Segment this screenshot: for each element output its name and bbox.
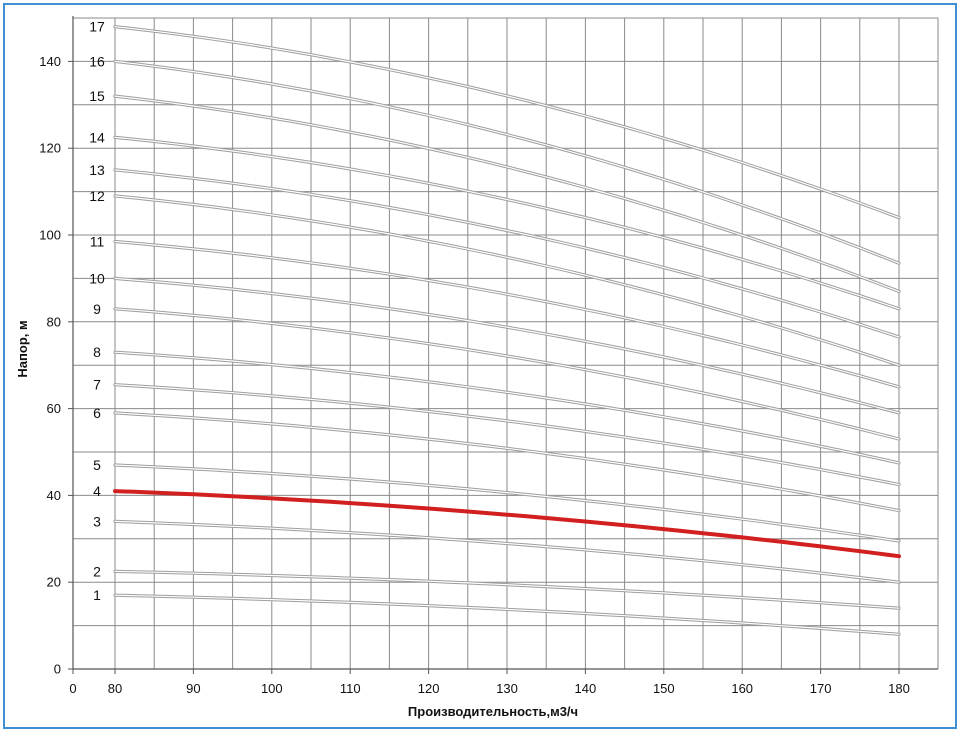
x-tick-label: 80 — [108, 681, 122, 696]
y-tick-label: 20 — [47, 575, 61, 590]
series-label: 4 — [93, 483, 101, 499]
series-line-highlight — [113, 489, 901, 559]
y-tick-label: 80 — [47, 314, 61, 329]
series-label: 1 — [93, 587, 101, 603]
series-line-inner — [114, 570, 900, 609]
x-tick-label: 90 — [186, 681, 200, 696]
series-line-inner — [114, 412, 900, 512]
series-line-inner — [114, 60, 900, 264]
x-tick-label: 0 — [69, 681, 76, 696]
series-line-inner — [114, 240, 900, 388]
y-tick-label: 120 — [39, 141, 61, 156]
series-label: 11 — [90, 234, 105, 250]
y-tick-label: 60 — [47, 401, 61, 416]
y-tick-label: 0 — [54, 662, 61, 677]
series-line-inner — [114, 195, 900, 366]
series-line-inner — [114, 169, 900, 338]
x-tick-label: 180 — [888, 681, 910, 696]
x-tick-label: 110 — [340, 681, 361, 696]
x-tick-label: 160 — [731, 681, 753, 696]
series-label: 17 — [89, 19, 105, 35]
series-line-inner — [114, 136, 900, 310]
series-label: 16 — [89, 53, 105, 69]
x-tick-label: 150 — [653, 681, 675, 696]
series-label: 7 — [93, 377, 101, 393]
series-line-inner — [114, 384, 900, 486]
series-label: 3 — [93, 513, 101, 529]
x-axis-title: Производительность,м3/ч — [408, 704, 578, 719]
y-tick-label: 100 — [39, 228, 61, 243]
series-label: 2 — [93, 563, 101, 579]
x-tick-label: 140 — [575, 681, 597, 696]
series-label: 8 — [93, 344, 101, 360]
series-line-inner — [114, 594, 900, 635]
series-line-inner — [114, 520, 900, 583]
x-tick-label: 170 — [810, 681, 832, 696]
series-label: 9 — [93, 301, 101, 317]
chart-tick-labels: 0 80 90 100 110 120 130 140 150 160 170 18002040608… — [39, 54, 910, 696]
series-line-inner — [114, 95, 900, 292]
series-label: 5 — [93, 457, 101, 473]
series-label: 6 — [93, 405, 101, 421]
series-label: 12 — [89, 188, 105, 204]
x-tick-label: 100 — [261, 681, 283, 696]
y-axis-title: Напор, м — [15, 320, 30, 377]
chart-axes — [68, 16, 938, 674]
series-line-inner — [114, 277, 900, 414]
y-tick-label: 140 — [39, 54, 61, 69]
chart-series — [113, 25, 901, 636]
series-label: 15 — [89, 88, 105, 104]
series-label: 10 — [89, 270, 105, 286]
series-label: 13 — [89, 162, 105, 178]
x-tick-label: 130 — [496, 681, 518, 696]
series-line-inner — [114, 308, 900, 440]
series-label: 14 — [89, 129, 105, 145]
x-tick-label: 120 — [418, 681, 440, 696]
y-tick-label: 40 — [47, 488, 61, 503]
series-line-inner — [114, 26, 900, 219]
series-line-inner — [114, 464, 900, 542]
series-line-inner — [114, 351, 900, 464]
